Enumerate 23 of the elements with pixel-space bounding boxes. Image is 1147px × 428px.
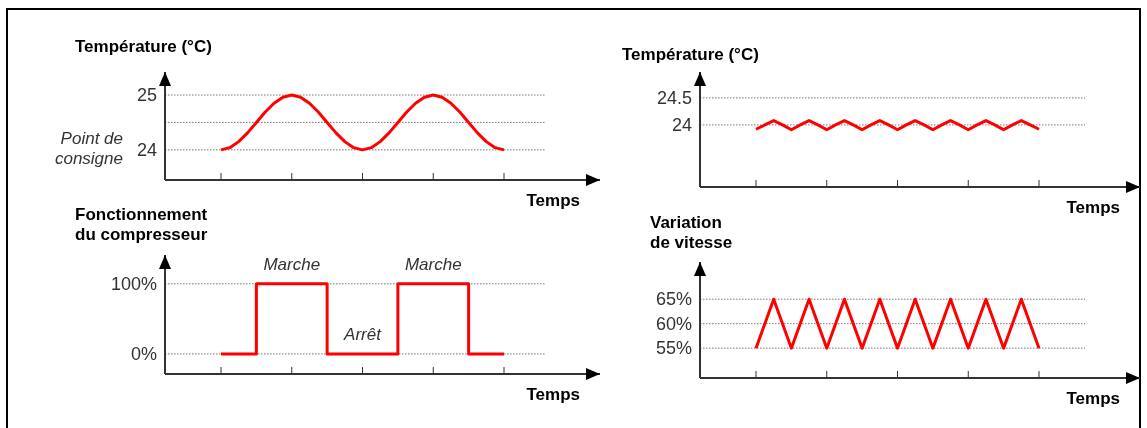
y-tick-label: 24 [671, 115, 692, 136]
y-axis-title: Température (°C) [75, 37, 212, 56]
y-axis-title: Variation de vitesse [650, 213, 733, 252]
annotation: Arrêt [343, 324, 383, 344]
x-axis-title: Temps [526, 385, 580, 404]
y-tick-label: 60% [655, 313, 692, 334]
annotation: Marche [263, 254, 321, 274]
y-tick-label: 55% [655, 338, 692, 359]
y-tick-label: 65% [655, 289, 692, 310]
y-axis-title: Fonctionnement du compresseur [75, 205, 208, 244]
x-axis-title: Temps [1066, 389, 1120, 408]
text: Point de consigne [54, 128, 123, 168]
y-tick-label: 100% [110, 274, 157, 295]
y-axis-title: Température (°C) [622, 45, 759, 64]
x-axis-title: Temps [526, 191, 580, 210]
y-tick-label: 24 [136, 140, 157, 161]
y-tick-label: 0% [130, 344, 157, 365]
line-series [219, 93, 506, 152]
y-tick-label: 25 [136, 85, 157, 106]
annotation: Marche [404, 254, 462, 274]
x-axis-title: Temps [1066, 198, 1120, 217]
y-tick-label: 24.5 [656, 88, 692, 109]
line-series [754, 119, 1041, 132]
